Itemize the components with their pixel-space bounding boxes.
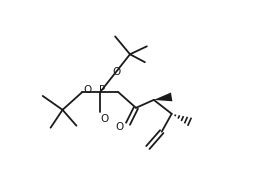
Polygon shape (154, 93, 172, 101)
Text: O: O (100, 114, 108, 124)
Text: P: P (99, 85, 105, 95)
Text: O: O (112, 67, 120, 77)
Text: O: O (115, 122, 123, 132)
Text: O: O (83, 85, 92, 95)
